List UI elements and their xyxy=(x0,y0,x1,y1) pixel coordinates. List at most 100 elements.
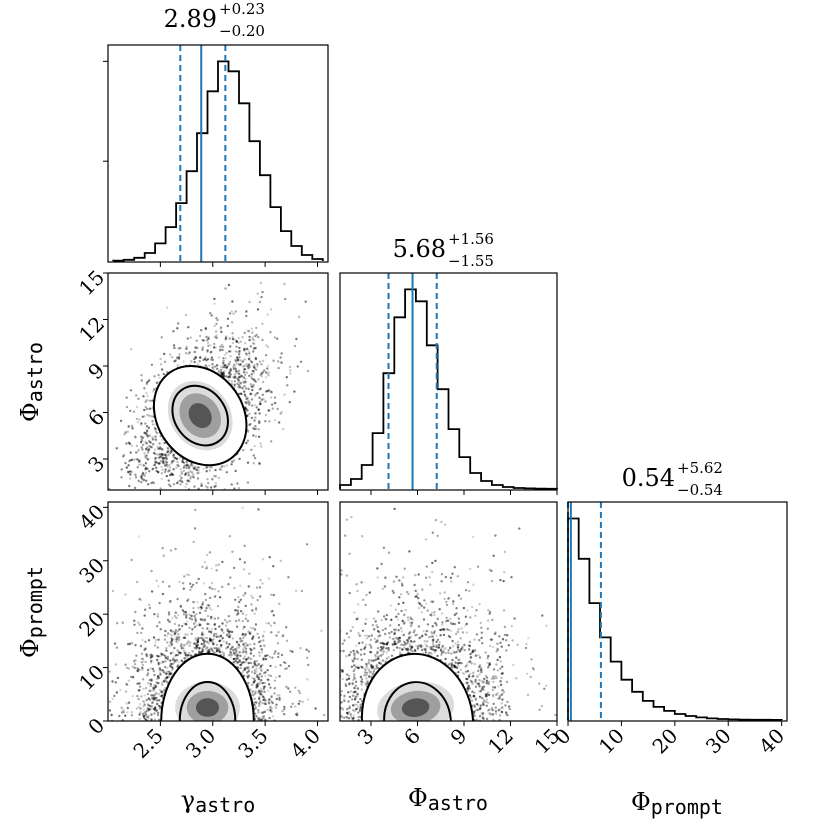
scatter-point xyxy=(185,613,188,617)
scatter-point xyxy=(253,660,257,663)
scatter-point xyxy=(248,374,251,377)
scatter-point xyxy=(182,647,185,650)
scatter-point xyxy=(179,504,181,506)
scatter-point xyxy=(250,676,253,679)
scatter-point xyxy=(124,690,128,693)
scatter-point xyxy=(148,689,151,692)
scatter-point xyxy=(253,404,257,407)
scatter-point xyxy=(235,657,238,660)
scatter-point xyxy=(145,454,148,457)
scatter-point xyxy=(187,326,190,329)
scatter-point xyxy=(232,650,236,653)
scatter-point xyxy=(183,651,186,655)
scatter-point xyxy=(140,446,143,449)
scatter-point xyxy=(237,372,241,375)
scatter-point xyxy=(219,348,222,351)
scatter-point xyxy=(165,680,169,683)
scatter-point xyxy=(163,493,165,495)
scatter-point xyxy=(252,342,255,345)
scatter-point xyxy=(144,432,147,435)
scatter-point xyxy=(172,344,176,347)
scatter-point xyxy=(181,492,183,494)
scatter-point xyxy=(242,643,245,646)
scatter-point xyxy=(178,474,182,478)
scatter-point xyxy=(158,452,161,456)
scatter-point xyxy=(271,407,274,410)
scatter-point xyxy=(173,630,177,633)
scatter-point xyxy=(161,683,164,686)
scatter-point xyxy=(217,635,220,638)
scatter-point xyxy=(263,654,267,658)
scatter-point xyxy=(139,644,143,648)
scatter-point xyxy=(115,447,119,450)
scatter-point xyxy=(264,413,268,417)
scatter-point xyxy=(280,352,283,355)
scatter-point xyxy=(137,697,140,701)
scatter-point xyxy=(183,657,186,660)
scatter-point xyxy=(193,350,196,354)
scatter-point xyxy=(138,498,140,500)
scatter-point xyxy=(191,650,194,653)
scatter-point xyxy=(120,519,122,521)
scatter-point xyxy=(165,672,168,676)
scatter-point xyxy=(264,702,267,706)
scatter-point xyxy=(146,709,149,712)
scatter-point xyxy=(244,591,247,595)
scatter-point xyxy=(261,322,264,325)
scatter-point xyxy=(144,608,147,611)
scatter-point xyxy=(256,632,259,636)
scatter-point xyxy=(206,341,210,345)
scatter-point xyxy=(229,345,232,348)
scatter-point xyxy=(231,335,235,339)
scatter-point xyxy=(215,364,218,368)
scatter-point xyxy=(185,347,188,350)
scatter-point xyxy=(225,634,229,637)
scatter-point xyxy=(235,340,238,343)
scatter-point xyxy=(170,462,173,465)
scatter-point xyxy=(148,678,151,682)
scatter-point xyxy=(223,618,227,622)
scatter-point xyxy=(253,669,256,672)
scatter-point xyxy=(152,687,155,691)
scatter-point xyxy=(140,477,144,480)
scatter-point xyxy=(260,690,263,693)
scatter-point xyxy=(198,360,201,363)
scatter-point xyxy=(223,369,226,373)
scatter-point xyxy=(252,677,256,680)
scatter-point xyxy=(250,385,253,388)
scatter-point xyxy=(180,624,184,628)
scatter-point xyxy=(212,497,214,499)
scatter-point xyxy=(161,653,164,656)
scatter-point xyxy=(158,621,161,624)
scatter-point xyxy=(148,440,152,444)
scatter-point xyxy=(150,569,153,573)
scatter-point xyxy=(150,655,154,658)
scatter-point xyxy=(164,655,167,658)
scatter-point xyxy=(305,543,309,546)
scatter-point xyxy=(152,686,155,690)
scatter-point xyxy=(230,646,234,649)
scatter-point xyxy=(157,692,161,696)
scatter-point xyxy=(263,702,266,705)
scatter-point xyxy=(212,474,216,478)
scatter-point xyxy=(145,391,148,395)
scatter-point xyxy=(231,300,234,303)
scatter-point xyxy=(297,315,301,319)
scatter-point xyxy=(395,615,398,618)
scatter-point xyxy=(212,643,215,646)
scatter-point xyxy=(188,480,191,483)
scatter-point xyxy=(111,680,114,683)
scatter-point xyxy=(240,374,243,378)
scatter-point xyxy=(197,466,200,469)
scatter-point xyxy=(170,634,174,637)
scatter-point xyxy=(147,682,150,685)
scatter-point xyxy=(204,356,207,359)
scatter-point xyxy=(133,666,136,670)
scatter-point xyxy=(228,337,231,340)
scatter-point xyxy=(159,487,162,490)
scatter-point xyxy=(202,467,205,470)
scatter-point xyxy=(173,633,177,636)
scatter-point xyxy=(167,675,170,679)
scatter-point xyxy=(163,634,167,637)
scatter-point xyxy=(258,412,261,415)
